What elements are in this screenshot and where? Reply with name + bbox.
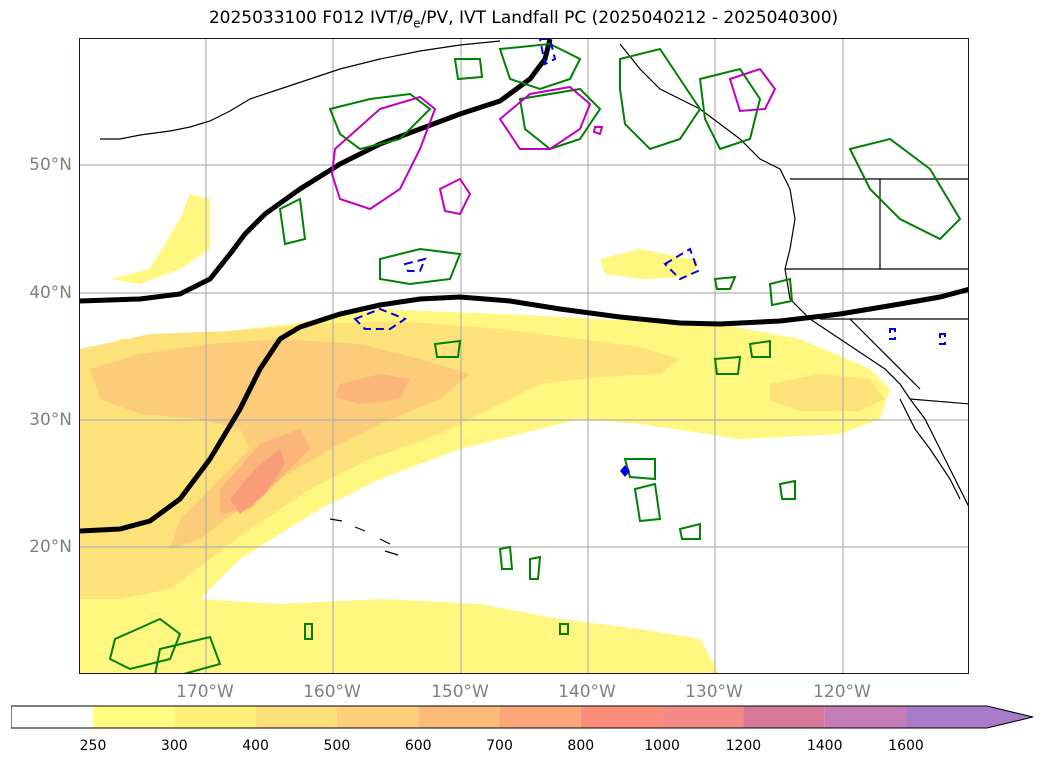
pv-contour-small-k	[678, 522, 701, 540]
ivt-band-500	[335, 374, 410, 404]
state-border-us-mexico	[909, 398, 968, 405]
colorbar-segment	[499, 706, 581, 728]
ivt-band-600	[230, 449, 285, 514]
gridlines	[80, 39, 968, 673]
pv-contour-panhandle	[698, 67, 762, 151]
colorbar-tick-label: 700	[486, 738, 513, 754]
baja-coast	[899, 398, 961, 500]
coastlines	[100, 40, 968, 556]
pv-contour-small-a	[278, 197, 307, 246]
northern-thick-contour	[80, 39, 553, 304]
colorbar-tick-label: 1600	[888, 738, 924, 754]
title-theta-subscript: e	[413, 16, 421, 31]
theta-contour-small	[592, 126, 604, 136]
colorbar-tick-label: 1400	[806, 738, 843, 754]
colorbar-tick-label: 300	[160, 738, 188, 754]
lat-label-20n: 20°N	[29, 537, 72, 557]
alaska-coast	[100, 40, 501, 140]
colorbar-segments	[11, 706, 1033, 728]
lat-label-50n: 50°N	[29, 155, 72, 175]
lon-label-130w: 130°W	[685, 682, 743, 702]
pv-contours	[108, 42, 962, 673]
pv-contour-small-d	[453, 58, 484, 81]
colorbar-tick-label: 1000	[644, 738, 680, 754]
map-panel	[79, 38, 969, 674]
colorbar-segment	[824, 706, 906, 728]
colorbar-segment	[906, 706, 1033, 728]
dashed-contour-a	[403, 257, 427, 272]
alaska-panhandle-coast	[619, 43, 791, 190]
title-prefix: 2025033100 F012 IVT/	[208, 8, 403, 28]
dashed-contour-d	[538, 39, 557, 66]
pv-contour-small-f	[768, 277, 794, 307]
ivt-band-250-mid	[600, 249, 700, 279]
pv-contour-small-c	[433, 339, 462, 358]
state-border-nv-ca	[849, 318, 921, 390]
pv-contour-small-j	[633, 482, 662, 523]
lon-label-120w: 120°W	[813, 682, 871, 702]
map-title: 2025033100 F012 IVT/θe/PV, IVT Landfall …	[0, 8, 1047, 30]
title-suffix: /PV, IVT Landfall PC (2025040212 - 20250…	[420, 8, 839, 28]
theta-contour-c	[438, 177, 472, 216]
blue-marker	[620, 465, 630, 477]
colorbar-tick-label: 600	[404, 738, 432, 754]
pv-contour-small-l	[778, 479, 796, 500]
colorbar-segment	[418, 706, 500, 728]
pv-contour-small-n	[529, 555, 542, 580]
dashed-contours	[353, 39, 946, 345]
pv-contour-small-b	[379, 247, 462, 286]
middle-thick-contour	[80, 286, 968, 534]
colorbar-tick-label: 1200	[725, 738, 762, 754]
colorbar-segment	[743, 706, 825, 728]
colorbar-segment	[662, 706, 744, 728]
theta-contours	[330, 67, 777, 216]
lon-label-170w: 170°W	[176, 682, 234, 702]
lon-label-150w: 150°W	[431, 682, 489, 702]
thick-contours	[80, 39, 968, 534]
title-theta: θ	[402, 8, 414, 28]
pv-contour-small-e	[713, 275, 737, 290]
pv-contour-south-b	[154, 635, 222, 673]
pv-contour-small-i	[623, 458, 656, 481]
ivt-shading	[80, 194, 890, 673]
map-canvas	[80, 39, 968, 673]
ivt-band-300-east	[770, 374, 885, 411]
pv-contour-gulf	[498, 42, 582, 91]
dashed-contour-f	[939, 333, 946, 345]
pv-contour-small-h	[713, 355, 742, 375]
theta-contour-d	[728, 67, 777, 113]
pv-contour-bc	[619, 47, 702, 151]
colorbar-segment	[580, 706, 663, 728]
pv-contour-small-p	[559, 623, 569, 635]
lon-label-160w: 160°W	[303, 682, 361, 702]
pv-contour-small-g	[748, 339, 771, 358]
colorbar-segment	[255, 706, 337, 728]
colorbar-outline	[11, 705, 1034, 729]
lat-label-40n: 40°N	[29, 283, 72, 303]
ivt-band-250-north	[110, 194, 210, 284]
theta-contour-a	[330, 95, 437, 211]
hawaii-islands	[329, 518, 399, 556]
pv-contour-small-o	[304, 623, 313, 640]
dashed-contour-e	[889, 328, 896, 340]
colorbar-tick-label: 400	[242, 738, 269, 754]
pv-contour-alaska	[328, 92, 432, 151]
theta-contour-b	[498, 85, 592, 150]
dashed-contour-c	[663, 247, 700, 281]
pv-contour-gulf-b	[518, 87, 602, 151]
colorbar-segment	[11, 706, 93, 728]
pv-contour-small-m	[498, 545, 514, 570]
colorbar	[11, 705, 1034, 729]
colorbar-segment	[93, 706, 175, 728]
lat-label-30n: 30°N	[29, 410, 72, 430]
colorbar-tick-label: 250	[79, 738, 107, 754]
lon-label-140w: 140°W	[558, 682, 616, 702]
colorbar-segment	[174, 706, 256, 728]
pv-contour-interior	[848, 137, 962, 241]
pv-contour-south-a	[108, 617, 182, 671]
colorbar-tick-label: 500	[323, 738, 351, 754]
bc-coast	[784, 188, 796, 270]
colorbar-segment	[336, 706, 419, 728]
colorbar-tick-label: 800	[567, 738, 595, 754]
